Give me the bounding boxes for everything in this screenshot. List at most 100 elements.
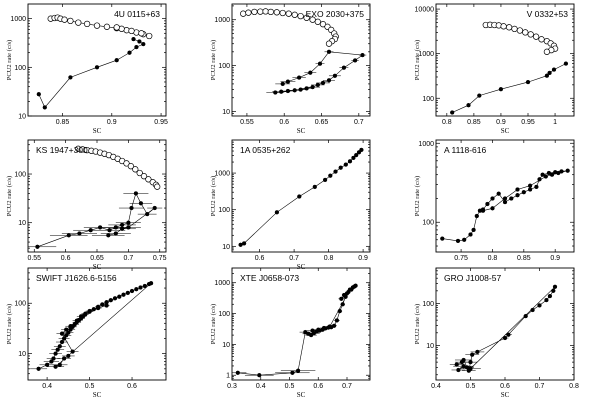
data-point <box>51 356 56 361</box>
data-point <box>241 241 247 246</box>
data-point <box>502 335 508 341</box>
data-point <box>138 201 144 206</box>
data-point <box>78 314 84 319</box>
plot-frame <box>435 139 575 253</box>
data-point <box>296 75 302 80</box>
y-tick-label: 100 <box>422 220 434 227</box>
data-point <box>59 331 65 336</box>
data-point <box>93 22 101 29</box>
y-tick-label: 100 <box>14 172 26 179</box>
x-tick-label: 0.5 <box>285 383 295 390</box>
data-point <box>35 244 40 249</box>
data-point <box>100 302 105 307</box>
data-point <box>91 307 96 312</box>
data-point <box>312 184 317 190</box>
data-point <box>97 225 103 230</box>
panel-title: 4U 0115+63 <box>114 9 160 19</box>
plot-frame <box>231 139 371 253</box>
data-point <box>461 357 466 363</box>
x-axis-label: SC <box>501 127 510 135</box>
data-point <box>131 36 136 42</box>
data-point <box>552 284 558 289</box>
data-point <box>475 349 480 355</box>
data-point <box>295 368 301 373</box>
data-point <box>251 8 258 16</box>
data-point <box>113 225 118 230</box>
y-tick-label: 10 <box>18 114 26 121</box>
x-axis-label: SC <box>297 263 306 271</box>
data-point <box>471 227 476 233</box>
x-tick-label: 0.55 <box>27 255 41 262</box>
data-point <box>142 283 147 289</box>
data-point <box>125 290 130 296</box>
data-point <box>354 152 359 158</box>
data-point <box>49 359 54 364</box>
x-axis-label: SC <box>297 127 306 135</box>
data-point <box>138 285 143 290</box>
data-point <box>343 162 348 167</box>
data-point <box>123 160 130 167</box>
data-point <box>113 231 118 236</box>
x-axis-label: SC <box>93 127 102 135</box>
x-axis-label: SC <box>93 263 102 271</box>
data-point <box>83 311 88 316</box>
data-point <box>103 23 111 30</box>
data-point <box>138 30 145 37</box>
data-point <box>304 86 309 91</box>
x-tick-label: 0.75 <box>153 255 167 262</box>
data-point <box>67 17 74 25</box>
data-point <box>257 8 264 15</box>
data-point <box>36 366 41 371</box>
data-point <box>121 292 126 297</box>
data-point <box>68 324 73 329</box>
x-tick-label: 0.95 <box>521 119 535 126</box>
data-point <box>351 155 356 161</box>
data-point <box>527 187 533 192</box>
data-point <box>537 303 542 308</box>
data-point <box>136 169 143 177</box>
data-point <box>534 184 539 190</box>
x-tick-label: 0.85 <box>517 255 531 262</box>
data-point <box>126 225 131 230</box>
data-point <box>454 362 459 367</box>
panel-title: SWIFT J1626.6-5156 <box>36 273 117 283</box>
y-axis-label: PCU2 rate (c/s) <box>414 176 421 216</box>
x-tick-label: 0.6 <box>279 119 289 126</box>
panel-title: GRO J1008-57 <box>444 273 501 283</box>
y-axis-label: PCU2 rate (c/s) <box>210 304 217 344</box>
data-point <box>326 49 332 54</box>
y-tick-label: 10 <box>222 109 230 116</box>
data-point <box>279 9 286 17</box>
data-point <box>530 307 535 313</box>
data-point <box>544 73 550 78</box>
data-point <box>104 303 109 308</box>
x-tick-label: 0.65 <box>315 119 329 126</box>
data-point <box>68 75 73 80</box>
data-point <box>154 183 161 190</box>
y-tick-label: 100 <box>422 96 434 103</box>
y-tick-label: 1000 <box>10 16 26 23</box>
y-axis-label: PCU2 rate (c/s) <box>6 40 13 80</box>
data-point <box>450 110 455 115</box>
data-point <box>525 79 531 85</box>
data-point <box>285 88 291 94</box>
x-tick-label: 0.5 <box>85 383 95 390</box>
panel-title: V 0332+53 <box>527 9 569 19</box>
data-point <box>538 36 545 43</box>
data-point <box>565 168 570 173</box>
data-point <box>455 238 461 244</box>
data-point <box>36 92 41 97</box>
data-point <box>70 349 75 354</box>
data-point <box>540 172 545 177</box>
x-axis-label: SC <box>297 391 306 399</box>
data-point <box>352 58 358 63</box>
plot-frame <box>231 3 371 117</box>
data-point <box>127 163 135 170</box>
data-point <box>297 12 304 20</box>
x-tick-label: 0.8 <box>324 255 334 262</box>
x-tick-label: 0.55 <box>240 119 254 126</box>
data-point <box>112 296 118 301</box>
data-point <box>317 61 323 66</box>
